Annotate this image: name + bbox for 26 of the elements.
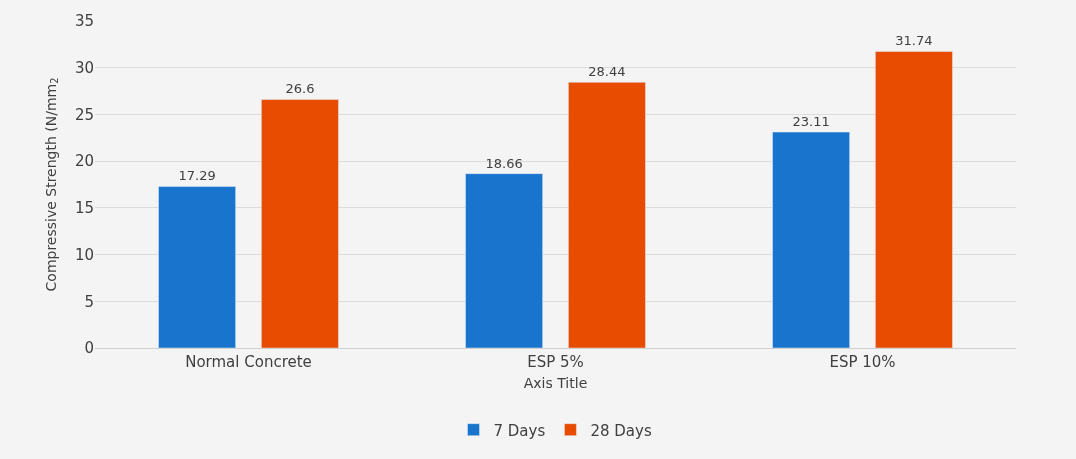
data-label: 28.44 <box>588 64 626 80</box>
x-tick-label: ESP 5% <box>527 353 584 371</box>
y-tick-label: 35 <box>74 12 94 31</box>
y-tick-label: 25 <box>74 105 94 124</box>
bar <box>465 173 543 348</box>
bar <box>261 99 339 348</box>
y-tick-label: 5 <box>84 292 94 311</box>
x-axis-title: Axis Title <box>523 375 588 392</box>
data-label: 26.6 <box>285 81 315 97</box>
data-label: 17.29 <box>178 168 216 184</box>
y-tick-label: 30 <box>74 58 94 77</box>
legend-label: 7 Days <box>493 421 546 440</box>
y-tick-label: 15 <box>74 199 94 218</box>
data-label: 23.11 <box>792 114 830 130</box>
bar <box>158 186 236 348</box>
bar <box>875 51 953 348</box>
data-label: 18.66 <box>485 155 523 171</box>
bar <box>568 82 646 348</box>
legend-label: 28 Days <box>590 421 652 440</box>
x-tick-label: ESP 10% <box>829 353 896 371</box>
y-tick-label: 0 <box>84 339 94 358</box>
bar <box>772 131 850 348</box>
data-label: 31.74 <box>895 33 933 49</box>
y-tick-label: 20 <box>74 152 94 171</box>
x-tick-label: Normal Concrete <box>185 353 312 371</box>
y-tick-label: 10 <box>74 245 94 264</box>
